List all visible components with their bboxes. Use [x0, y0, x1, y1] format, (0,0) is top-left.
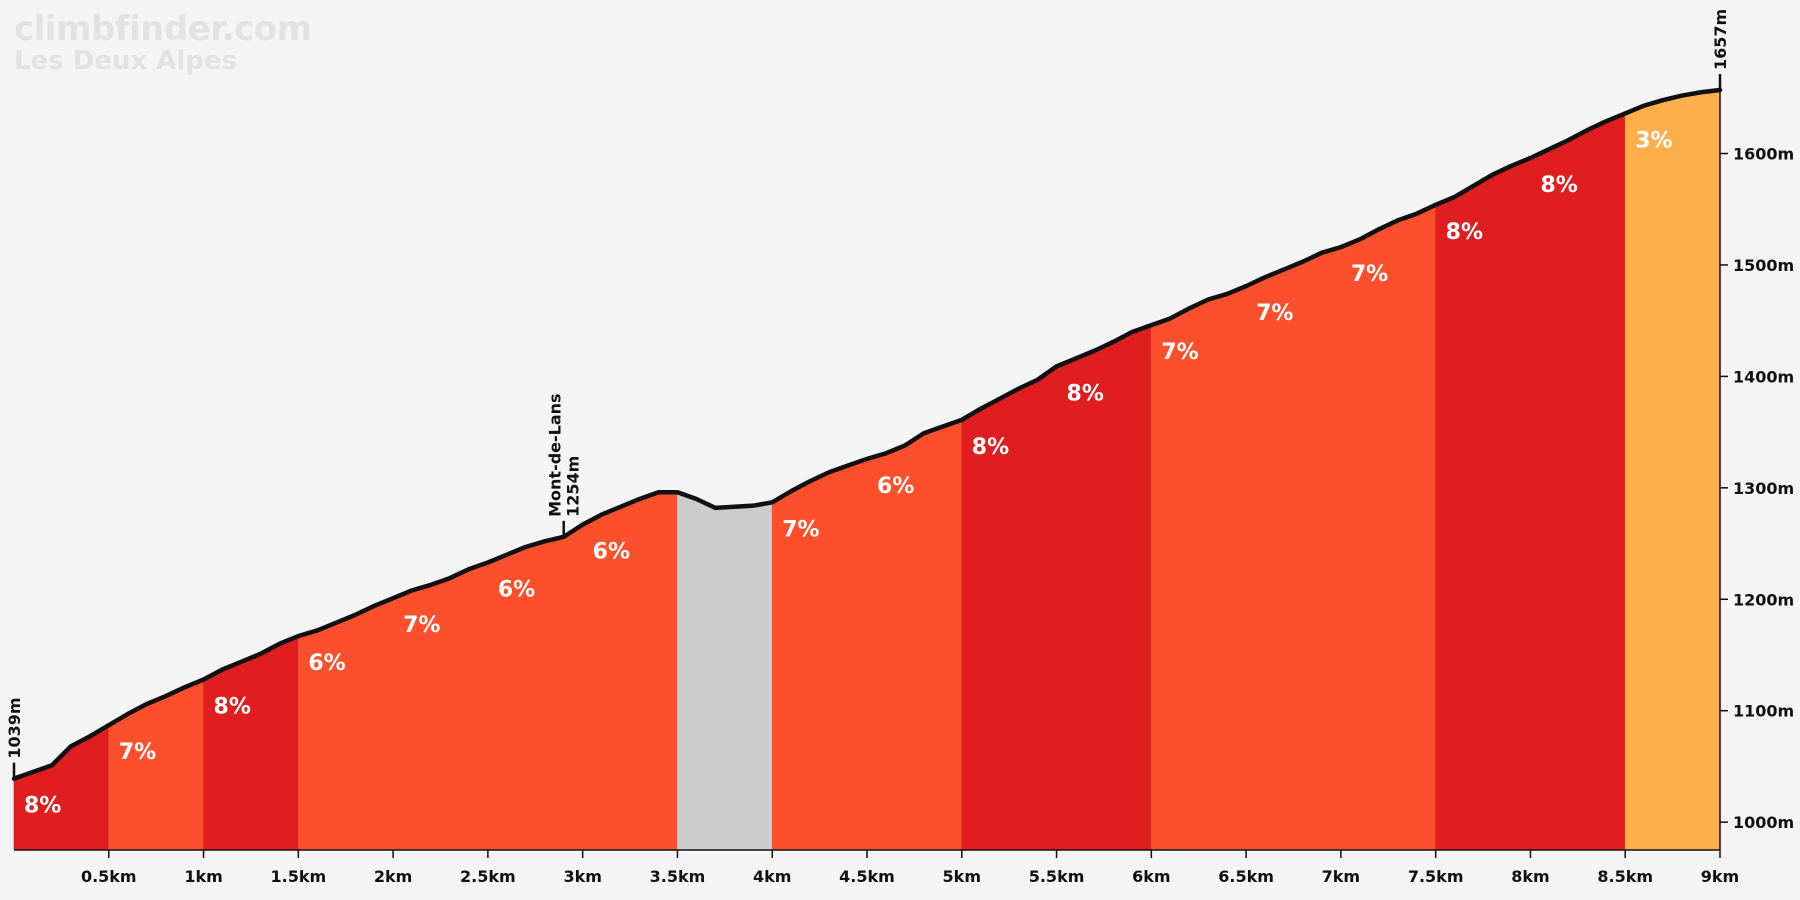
grade-label-17: 8% [1540, 173, 1577, 198]
y-tick-label-5: 1400m [1733, 367, 1794, 386]
grade-label-15: 7% [1351, 262, 1388, 287]
grade-segment-3 [203, 635, 299, 851]
climb-name: Les Deux Alpes [14, 46, 238, 76]
x-tick-label-15: 7.5km [1408, 867, 1464, 886]
grade-label-5: 7% [403, 613, 440, 638]
grade-segment-1 [13, 724, 110, 851]
grade-segment-5 [392, 562, 489, 851]
grade-label-1: 8% [24, 794, 61, 819]
grade-label-16: 8% [1446, 220, 1483, 245]
y-tick-label-7: 1600m [1733, 145, 1794, 164]
site-name: climbfinder.com [14, 9, 312, 49]
marker-label-1-1: 1039m [5, 697, 24, 758]
x-tick-label-17: 8.5km [1597, 867, 1653, 886]
grade-label-12: 8% [1067, 381, 1104, 406]
grade-label-9: 7% [782, 517, 819, 542]
y-tick-label-4: 1300m [1733, 479, 1794, 498]
marker-label-2-1: Mont-de-Lans [546, 393, 565, 516]
grade-segment-18 [1624, 89, 1721, 851]
grade-segment-8 [677, 491, 773, 851]
x-tick-label-13: 6.5km [1218, 867, 1274, 886]
x-tick-label-8: 4km [753, 867, 791, 886]
x-tick-label-14: 7km [1322, 867, 1360, 886]
grade-label-10: 6% [877, 474, 914, 499]
y-tick-label-1: 1000m [1733, 813, 1794, 832]
grade-label-4: 6% [308, 651, 345, 676]
x-tick-label-7: 3.5km [650, 867, 706, 886]
marker-label-2-2: 1254m [564, 456, 583, 517]
x-tick-label-4: 2km [374, 867, 412, 886]
grade-segment-6 [487, 524, 583, 851]
marker-label-3-1: 1657m [1711, 9, 1730, 70]
grade-segment-15 [1340, 204, 1436, 851]
y-tick-label-6: 1500m [1733, 256, 1794, 275]
grade-label-18: 3% [1635, 128, 1672, 153]
grade-segment-16 [1435, 157, 1531, 851]
grade-label-3: 8% [214, 695, 251, 720]
grade-segment-13 [1151, 285, 1247, 851]
x-tick-label-5: 2.5km [460, 867, 516, 886]
grade-label-2: 7% [119, 740, 156, 765]
grade-label-11: 8% [972, 435, 1009, 460]
grade-label-13: 7% [1161, 340, 1198, 365]
grade-segment-14 [1245, 246, 1342, 851]
x-tick-label-2: 1km [184, 867, 222, 886]
y-tick-label-2: 1100m [1733, 702, 1794, 721]
brand-watermark: climbfinder.com Les Deux Alpes [14, 12, 312, 74]
x-tick-label-11: 5.5km [1029, 867, 1085, 886]
grade-segment-4 [298, 597, 394, 851]
x-tick-label-1: 0.5km [81, 867, 137, 886]
x-tick-label-6: 3km [563, 867, 601, 886]
grade-label-14: 7% [1256, 301, 1293, 326]
x-tick-label-12: 6km [1132, 867, 1170, 886]
grade-segment-17 [1530, 112, 1626, 851]
grade-label-6: 6% [498, 577, 535, 602]
x-tick-label-9: 4.5km [839, 867, 895, 886]
y-tick-label-3: 1200m [1733, 590, 1794, 609]
x-tick-label-16: 8km [1511, 867, 1549, 886]
grade-label-7: 6% [593, 540, 630, 565]
x-tick-label-10: 5km [943, 867, 981, 886]
profile-line [11, 87, 1723, 781]
x-tick-label-18: 9km [1701, 867, 1739, 886]
x-tick-label-3: 1.5km [271, 867, 327, 886]
